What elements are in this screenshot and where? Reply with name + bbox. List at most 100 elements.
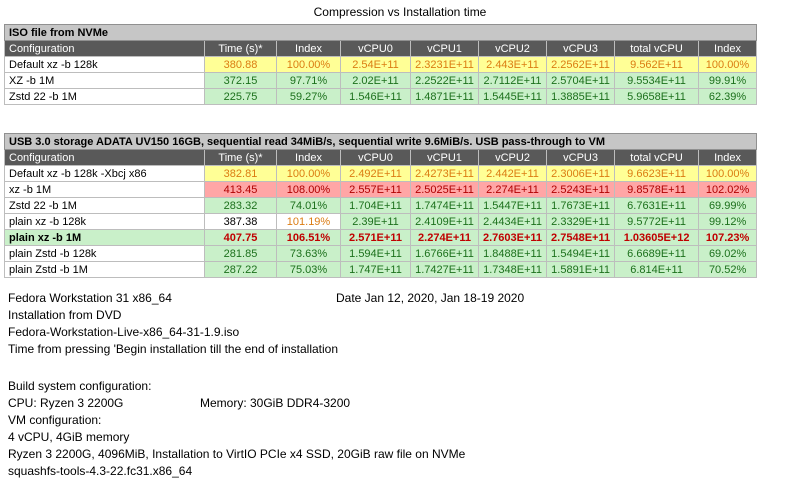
note-line: Ryzen 3 2200G, 4096MiB, Installation to … [8,447,800,464]
table-row: XZ -b 1M 372.15 97.71% 2.02E+11 2.2522E+11 2.… [4,72,757,89]
value-cell: 9.562E+11 [614,56,699,73]
value-cell: 102.02% [698,181,758,198]
value-cell: 1.4871E+11 [410,88,479,105]
value-cell: 283.32 [204,197,277,214]
section-header-row: ISO file from NVMe [4,24,757,41]
value-cell: 59.27% [276,88,341,105]
value-cell: 2.2562E+11 [546,56,615,73]
value-cell: 2.274E+11 [477,181,548,198]
value-cell: 5.9658E+11 [614,88,699,105]
config-cell: xz -b 1M [4,181,205,198]
column-header: Index [276,149,341,166]
table-row: plain xz -b 1M 407.75 106.51% 2.571E+11 2.27… [4,229,758,246]
value-cell: 6.814E+11 [614,261,700,278]
note-text: Fedora Workstation 31 x86_64 [8,291,172,305]
value-cell: 69.02% [698,245,758,262]
value-cell: 100.00% [276,165,341,182]
value-cell: 2.274E+11 [410,229,479,246]
note-line: squashfs-tools-4.3-22.fc31.x86_64 [8,464,800,481]
value-cell: 225.75 [204,88,277,105]
note-text: Build system configuration: [8,379,152,393]
value-cell: 2.5243E+11 [546,181,616,198]
section-title: ISO file from NVMe [4,24,757,41]
table-row: plain Zstd -b 1M 287.22 75.03% 1.747E+11 1.7… [4,261,758,278]
value-cell: 1.3885E+11 [546,88,615,105]
value-cell: 97.71% [276,72,341,89]
column-header: vCPU2 [478,40,547,57]
value-cell: 1.7427E+11 [410,261,479,278]
value-cell: 407.75 [204,229,277,246]
value-cell: 2.2522E+11 [410,72,479,89]
system-configuration-notes: Build system configuration: CPU: Ryzen 3 … [8,379,800,481]
value-cell: 1.546E+11 [340,88,411,105]
value-cell: 1.594E+11 [340,245,411,262]
value-cell: 100.00% [698,165,758,182]
installation-notes: Fedora Workstation 31 x86_64 Date Jan 12,… [8,291,800,359]
value-cell: 387.38 [204,213,277,230]
note-text: Ryzen 3 2200G, 4096MiB, Installation to … [8,447,466,461]
value-cell: 106.51% [276,229,341,246]
value-cell: 1.5494E+11 [546,245,616,262]
column-header: Time (s)* [204,149,277,166]
value-cell: 1.5891E+11 [546,261,616,278]
table-row: Zstd 22 -b 1M 225.75 59.27% 1.546E+11 1.4871… [4,88,757,105]
column-header-row: Configuration Time (s)* Index vCPU0 vCPU1 vCP… [4,149,758,166]
value-cell: 6.6689E+11 [614,245,700,262]
value-cell: 108.00% [276,181,341,198]
column-header: total vCPU [614,40,699,57]
value-cell: 2.571E+11 [340,229,411,246]
note-text: Time from pressing 'Begin installation t… [8,342,339,356]
data-table-1: USB 3.0 storage ADATA UV150 16GB, sequen… [3,133,758,278]
column-header: Index [698,149,758,166]
config-cell: Zstd 22 -b 1M [4,88,205,105]
note-text: Installation from DVD [8,308,122,322]
value-cell: 281.85 [204,245,277,262]
config-cell: Zstd 22 -b 1M [4,197,205,214]
section-header-row: USB 3.0 storage ADATA UV150 16GB, sequen… [3,133,758,150]
value-cell: 2.4434E+11 [477,213,548,230]
value-cell: 1.03605E+12 [614,229,700,246]
note-text: VM configuration: [8,413,102,427]
value-cell: 1.8488E+11 [477,245,548,262]
value-cell: 2.5025E+11 [410,181,479,198]
note-text: Memory: 30GiB DDR4-3200 [200,396,351,410]
value-cell: 2.492E+11 [340,165,411,182]
value-cell: 9.5534E+11 [614,72,699,89]
value-cell: 107.23% [698,229,758,246]
config-cell: plain xz -b 128k [4,213,205,230]
value-cell: 73.63% [276,245,341,262]
value-cell: 2.557E+11 [340,181,411,198]
value-cell: 100.00% [276,56,341,73]
column-header: vCPU3 [546,149,616,166]
table-row: plain xz -b 128k 387.38 101.19% 2.39E+11 2.4… [4,213,758,230]
value-cell: 2.3231E+11 [410,56,479,73]
column-header-row: Configuration Time (s)* Index vCPU0 vCPU1 vCP… [4,40,757,57]
note-text: squashfs-tools-4.3-22.fc31.x86_64 [8,464,193,478]
note-text: Date Jan 12, 2020, Jan 18-19 2020 [336,291,525,305]
table-row: xz -b 1M 413.45 108.00% 2.557E+11 2.5025E+11… [4,181,758,198]
table-row: Default xz -b 128k -Xbcj x86 382.81 100.00… [4,165,758,182]
column-header: Index [698,40,757,57]
value-cell: 413.45 [204,181,277,198]
value-cell: 1.747E+11 [340,261,411,278]
value-cell: 1.7673E+11 [546,197,616,214]
value-cell: 9.6623E+11 [614,165,700,182]
note-text: Fedora-Workstation-Live-x86_64-31-1.9.is… [8,325,240,339]
column-header: Index [276,40,341,57]
note-text: CPU: Ryzen 3 2200G [8,396,124,410]
column-header: vCPU2 [477,149,548,166]
value-cell: 1.6766E+11 [410,245,479,262]
value-cell: 1.5447E+11 [477,197,548,214]
value-cell: 380.88 [204,56,277,73]
column-header: vCPU1 [410,149,479,166]
note-line: Time from pressing 'Begin installation t… [8,342,800,359]
config-cell: XZ -b 1M [4,72,205,89]
value-cell: 1.704E+11 [340,197,411,214]
column-header: Configuration [4,40,205,57]
config-cell: plain Zstd -b 128k [4,245,205,262]
column-header: Time (s)* [204,40,277,57]
value-cell: 2.442E+11 [477,165,548,182]
value-cell: 100.00% [698,56,757,73]
value-cell: 1.5445E+11 [478,88,547,105]
tables-container: ISO file from NVMe Configuration Time (s)*… [3,24,800,278]
